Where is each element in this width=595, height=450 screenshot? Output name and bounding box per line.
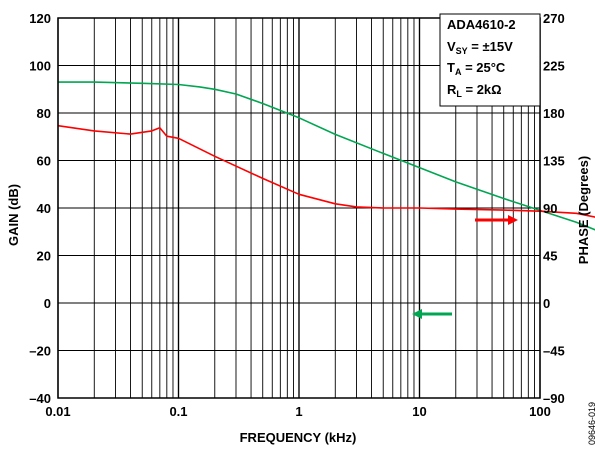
x-axis-label: FREQUENCY (kHz) (240, 430, 357, 445)
y-tick-left-label: –20 (29, 344, 51, 359)
x-tick-label: 1 (295, 404, 302, 419)
x-tick-label: 0.1 (169, 404, 187, 419)
y-tick-right-label: –45 (543, 344, 565, 359)
curves (57, 81, 595, 319)
gain-curve (58, 81, 595, 231)
y-ticks-left: 120 100 80 60 40 20 0 –20 –40 (29, 11, 51, 406)
y-tick-left-label: 120 (29, 11, 51, 26)
y-tick-left-label: 0 (44, 296, 51, 311)
y-tick-left-label: 100 (29, 59, 51, 74)
figure-id: 09646-019 (587, 402, 595, 445)
y-tick-right-label: 270 (543, 11, 565, 26)
plot-frame (57, 17, 541, 399)
gain-axis-arrow (412, 309, 452, 319)
y-tick-right-label: –90 (543, 391, 565, 406)
y-tick-right-label: 0 (543, 296, 550, 311)
y-tick-right-label: 180 (543, 106, 565, 121)
y-tick-right-label: 135 (543, 154, 565, 169)
y-tick-left-label: –40 (29, 391, 51, 406)
y-axis-left-label: GAIN (dB) (6, 184, 21, 246)
y-axis-right-label: PHASE (Degrees) (576, 156, 591, 264)
x-tick-label: 0.01 (45, 404, 70, 419)
y-tick-right-label: 45 (543, 249, 557, 264)
y-tick-right-label: 225 (543, 59, 565, 74)
legend-supply: VSY = ±15V (447, 39, 513, 56)
legend-box (439, 13, 541, 107)
phase-axis-arrow (475, 215, 518, 225)
phase-curve (57, 124, 595, 218)
y-tick-left-label: 60 (37, 154, 51, 169)
grid (57, 17, 541, 399)
y-tick-left-label: 20 (37, 249, 51, 264)
legend-temperature: TA = 25°C (447, 60, 506, 77)
y-ticks-right: 270 225 180 135 90 45 0 –45 –90 (543, 11, 565, 406)
x-tick-label: 100 (529, 404, 551, 419)
legend-load: RL = 2kΩ (447, 82, 502, 99)
y-tick-right-label: 90 (543, 201, 557, 216)
y-tick-left-label: 40 (37, 201, 51, 216)
legend: ADA4610-2 VSY = ±15V TA = 25°C RL = 2kΩ (439, 13, 541, 107)
legend-part-number: ADA4610-2 (447, 17, 516, 32)
x-ticks: 0.010.11101001k10k100k (45, 404, 551, 419)
y-tick-left-label: 80 (37, 106, 51, 121)
x-tick-label: 10 (412, 404, 426, 419)
